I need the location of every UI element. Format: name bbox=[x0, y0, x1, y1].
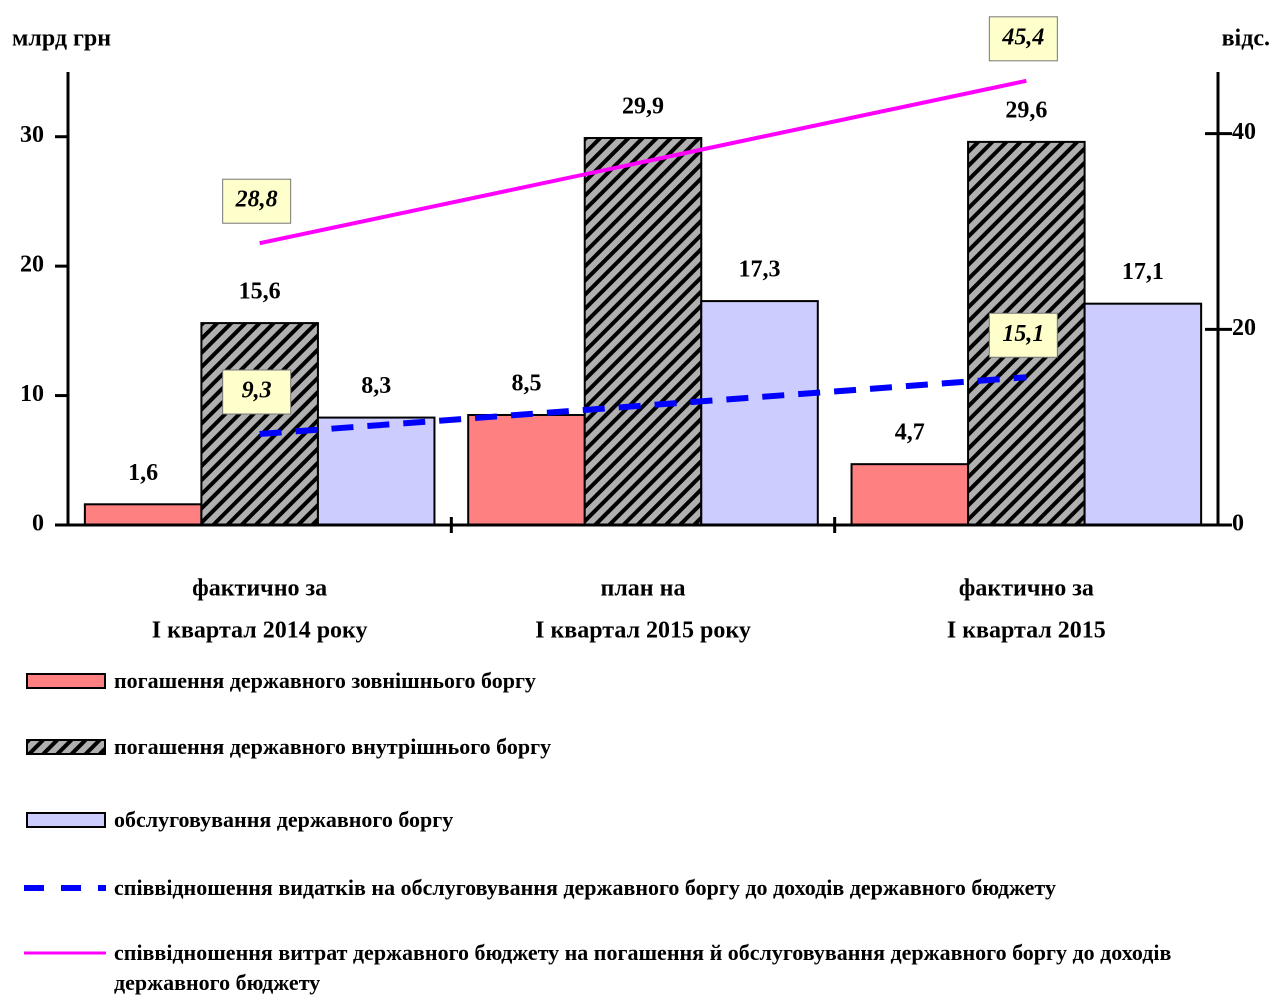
y2-tick-label: 0 bbox=[1232, 511, 1244, 537]
data-label: 29,9 bbox=[622, 94, 664, 120]
data-label: 29,6 bbox=[1005, 97, 1047, 123]
legend-swatch bbox=[24, 885, 106, 891]
x-tick-label: фактично за bbox=[192, 576, 327, 602]
legend-label: погашення державного внутрішнього боргу bbox=[114, 734, 552, 759]
line bbox=[259, 374, 1027, 438]
label-box bbox=[222, 178, 292, 224]
x-tick-label: план на bbox=[601, 576, 686, 602]
data-label: 17,3 bbox=[739, 257, 781, 283]
x-tick-label: І квартал 2015 bbox=[947, 618, 1106, 644]
bar bbox=[583, 137, 703, 526]
legend-swatch bbox=[24, 951, 106, 955]
legend-label: погашення державного зовнішнього боргу bbox=[114, 668, 536, 693]
legend-label: обслуговування державного боргу bbox=[114, 807, 454, 832]
y-tick-label: 10 bbox=[20, 381, 44, 407]
bar bbox=[83, 503, 203, 527]
y-tick-label: 0 bbox=[32, 511, 44, 537]
x-tick-label: І квартал 2014 року bbox=[152, 618, 368, 644]
legend-swatch bbox=[26, 739, 106, 755]
legend-rect bbox=[26, 673, 106, 689]
bar bbox=[316, 416, 436, 526]
data-label: 8,3 bbox=[361, 373, 391, 399]
legend-item: погашення державного внутрішнього боргу bbox=[20, 732, 1270, 762]
bar bbox=[200, 322, 319, 526]
legend-label: співвідношення видатків на обслуговуванн… bbox=[114, 875, 1056, 900]
bar bbox=[850, 463, 970, 527]
data-label: 1,6 bbox=[128, 460, 158, 486]
legend-rect bbox=[26, 812, 106, 828]
legend-rect bbox=[26, 739, 106, 755]
legend-item: співвідношення видатків на обслуговуванн… bbox=[20, 873, 1270, 903]
data-label: 17,1 bbox=[1122, 259, 1164, 285]
y2-tick-label: 40 bbox=[1232, 119, 1256, 145]
chart: млрд грн відс. 1,6 8,5 4,7 15,6 29,9 29,6 8,3 1… bbox=[12, 16, 1270, 644]
label-box bbox=[988, 16, 1058, 62]
legend-swatch bbox=[26, 812, 106, 828]
y-tick-label: 30 bbox=[20, 122, 44, 148]
y-axis-label: млрд грн bbox=[12, 26, 111, 52]
label-box bbox=[988, 312, 1058, 358]
legend-label: співвідношення витрат державного бюджету… bbox=[114, 940, 1172, 995]
data-label: 8,5 bbox=[511, 370, 541, 396]
y2-axis-label: відс. bbox=[1222, 26, 1270, 52]
x-tick-label: фактично за bbox=[959, 576, 1094, 602]
bar bbox=[467, 413, 586, 526]
y2-tick-label: 20 bbox=[1232, 315, 1256, 341]
data-label: 15,1 bbox=[1002, 321, 1044, 347]
data-label: 4,7 bbox=[895, 420, 925, 446]
label-box bbox=[222, 369, 292, 415]
data-label: 45,4 bbox=[1001, 24, 1044, 50]
x-tick-label: І квартал 2015 року bbox=[535, 618, 751, 644]
legend-item: погашення державного зовнішнього боргу bbox=[20, 666, 1270, 696]
data-label: 9,3 bbox=[242, 378, 272, 404]
bar bbox=[1083, 302, 1203, 527]
data-label: 28,8 bbox=[235, 187, 278, 213]
legend-swatch bbox=[26, 673, 106, 689]
data-label: 15,6 bbox=[239, 279, 281, 305]
legend-item: співвідношення витрат державного бюджету… bbox=[20, 938, 1270, 998]
line bbox=[259, 78, 1027, 246]
bar bbox=[700, 300, 819, 526]
y-tick-label: 20 bbox=[20, 252, 44, 278]
legend-item: обслуговування державного боргу bbox=[20, 805, 1270, 835]
